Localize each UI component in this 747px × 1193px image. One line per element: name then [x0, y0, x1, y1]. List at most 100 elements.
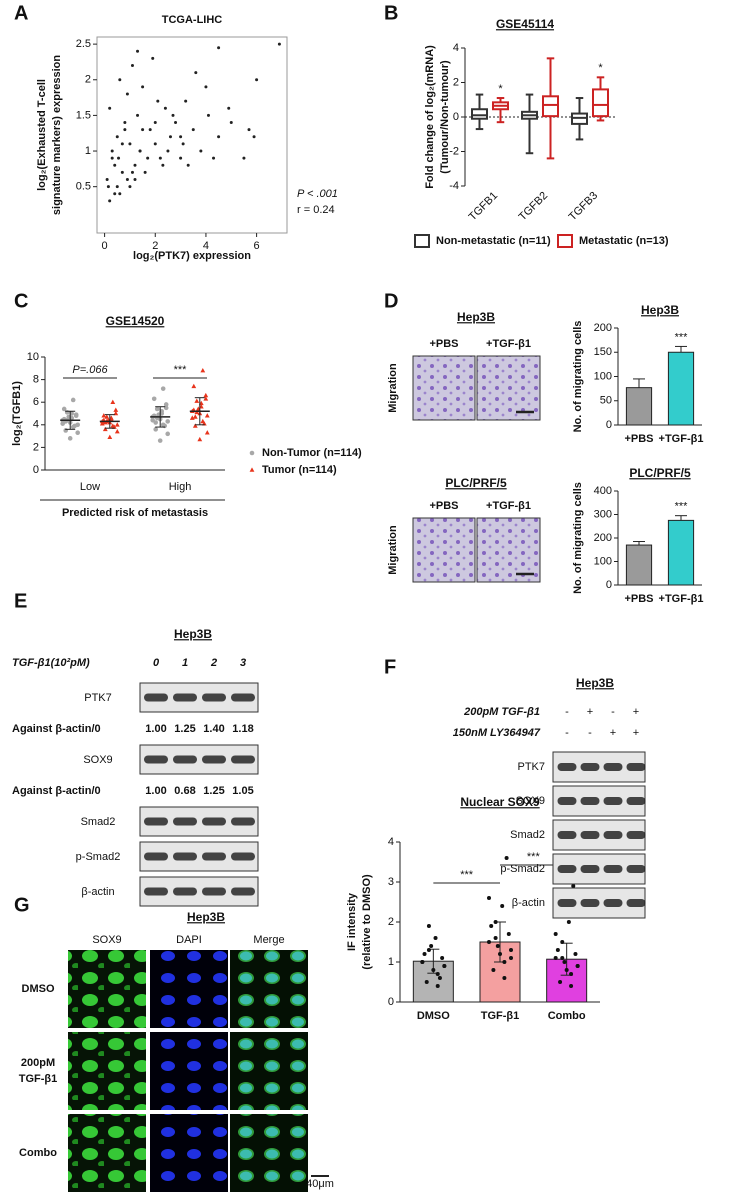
comparison-label: ***: [174, 364, 188, 376]
x-tick-label: +TGF-β1: [659, 593, 704, 605]
point: [194, 71, 198, 75]
blot-band: [144, 852, 168, 861]
quant-value: 1.40: [203, 723, 224, 735]
point: [489, 924, 494, 928]
y-tick-label: 50: [600, 395, 612, 407]
point: [569, 972, 574, 976]
point: [171, 113, 175, 117]
point: [67, 436, 73, 441]
point: [247, 128, 251, 132]
quant-value: 1.05: [232, 785, 253, 797]
point: [203, 392, 209, 398]
condition-label: 200pM TGF-β1: [463, 706, 540, 718]
point: [136, 113, 140, 117]
if-column-label: DAPI: [176, 934, 202, 946]
point: [153, 121, 157, 125]
point: [113, 192, 117, 196]
row-label: Migration: [387, 363, 399, 413]
micrograph: [412, 355, 476, 421]
point: [123, 121, 127, 125]
point: [194, 398, 200, 403]
quant-value: 1.25: [174, 723, 195, 735]
blot-band: [173, 852, 197, 861]
point: [189, 415, 195, 420]
legend-swatch: [414, 234, 430, 248]
point: [204, 85, 208, 89]
panel-label: D: [384, 290, 398, 312]
point: [115, 135, 119, 139]
x-axis-label: log₂(PTK7) expression: [133, 250, 251, 262]
y-tick-label: 0: [606, 579, 612, 591]
point: [277, 42, 281, 46]
point: [148, 128, 152, 132]
point: [166, 149, 170, 153]
point: [502, 960, 507, 964]
x-tick-label: 2: [152, 240, 158, 252]
blot-row-label: p-Smad2: [76, 851, 121, 863]
y-tick-label: 0: [606, 419, 612, 431]
y-tick-label: 150: [594, 346, 612, 358]
blot-band: [144, 887, 168, 896]
point: [491, 968, 496, 972]
blot-band: [626, 763, 646, 771]
y-tick-label: 4: [388, 836, 394, 848]
blot-band: [173, 817, 197, 826]
blot-band: [231, 755, 255, 764]
blot-row-label: PTK7: [84, 692, 112, 704]
y-tick-label: 100: [594, 555, 612, 567]
if-image: [68, 950, 146, 1028]
panel-label: G: [14, 894, 30, 916]
point: [431, 968, 436, 972]
y-tick-label: 400: [594, 485, 612, 497]
quant-value: 1.00: [145, 785, 166, 797]
blot-band: [603, 865, 623, 873]
point: [118, 78, 122, 82]
box: [592, 88, 609, 118]
blot-row-label: Smad2: [81, 816, 116, 828]
blot-band: [557, 797, 577, 805]
point: [133, 178, 137, 182]
y-tick-label: 8: [33, 374, 39, 386]
if-image: [230, 1032, 308, 1110]
lane-label: 3: [240, 657, 246, 669]
point: [73, 413, 79, 419]
quant-label: Against β-actin/0: [12, 785, 101, 797]
point: [114, 428, 120, 434]
point: [174, 121, 178, 125]
blot-band: [626, 831, 646, 839]
point: [502, 976, 507, 980]
bar: [667, 351, 695, 426]
comparison-label: ***: [527, 851, 541, 863]
point: [165, 419, 170, 424]
point: [143, 170, 147, 174]
point: [186, 163, 190, 167]
bar: [667, 519, 695, 586]
point: [110, 149, 114, 153]
if-image: [150, 1032, 228, 1110]
condition-sign: -: [611, 706, 615, 718]
y-tick-label: 200: [594, 532, 612, 544]
point: [128, 185, 132, 189]
blot-row-label: β-actin: [81, 886, 114, 898]
y-tick-label: 6: [33, 396, 39, 408]
point: [70, 397, 76, 403]
y-tick-label: 0.5: [76, 181, 91, 193]
point: [509, 956, 513, 960]
point: [204, 430, 210, 435]
y-tick-label: 1: [85, 145, 91, 157]
x-tick-label: +TGF-β1: [659, 433, 704, 445]
point: [153, 142, 157, 146]
point: [138, 149, 142, 153]
point: [493, 936, 498, 940]
blot-band: [231, 887, 255, 896]
point: [564, 968, 569, 972]
legend-label: Tumor (n=114): [262, 464, 337, 476]
significance: ***: [675, 501, 689, 513]
point: [157, 438, 163, 443]
point: [108, 199, 112, 203]
point: [136, 49, 140, 53]
point: [442, 964, 447, 968]
point: [204, 413, 210, 418]
if-image: [230, 950, 308, 1028]
point: [107, 434, 113, 440]
